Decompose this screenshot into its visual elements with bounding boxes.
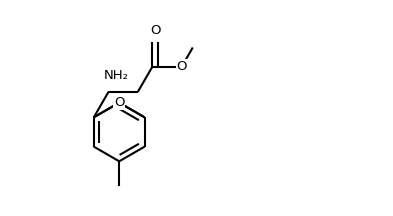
Text: O: O (176, 60, 187, 73)
Text: O: O (114, 96, 125, 109)
Text: O: O (150, 24, 160, 37)
Text: NH₂: NH₂ (104, 69, 129, 82)
